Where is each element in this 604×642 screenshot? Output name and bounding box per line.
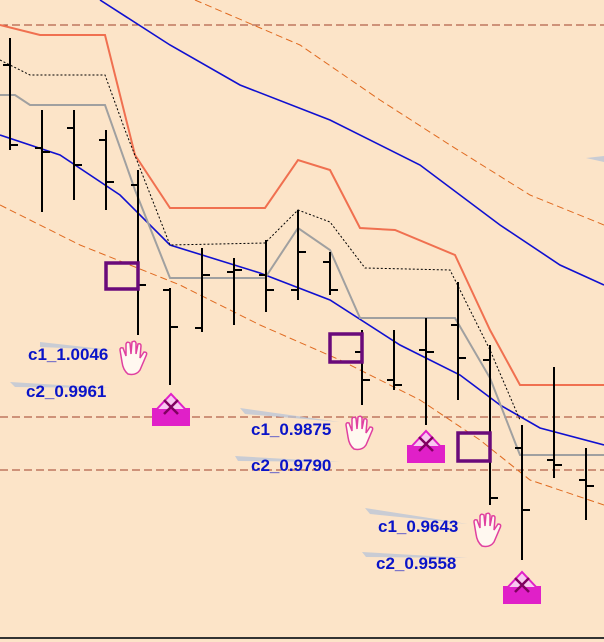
signal-boxes xyxy=(104,261,492,463)
c2-label: c2_0.9790 xyxy=(251,456,331,475)
swoosh xyxy=(40,342,112,350)
c1-label: c1_0.9643 xyxy=(378,517,458,536)
bar xyxy=(3,38,18,150)
bar xyxy=(419,318,434,425)
channel-high xyxy=(0,24,604,386)
channel-mid xyxy=(0,59,521,421)
c1-label: c1_1.0046 xyxy=(28,345,108,364)
hand-icon xyxy=(345,415,374,451)
bar xyxy=(35,110,50,212)
hand-icon xyxy=(473,512,502,548)
c2-label: c2_0.9961 xyxy=(26,382,106,401)
swoosh xyxy=(586,156,604,162)
labels: c1_1.0046 c2_0.9961 c1_0.9875 c2_0.9790 … xyxy=(26,345,458,573)
house-icon xyxy=(407,429,445,463)
hand-icon xyxy=(119,340,148,376)
bar xyxy=(195,248,210,332)
bar xyxy=(291,210,306,300)
c2-label: c2_0.9558 xyxy=(376,554,456,573)
bar xyxy=(323,252,338,295)
c1-label: c1_0.9875 xyxy=(251,420,331,439)
house-icon xyxy=(503,570,541,604)
bar xyxy=(99,130,114,210)
swoosh xyxy=(240,408,340,422)
bar xyxy=(483,345,498,505)
envelope-upper xyxy=(194,0,604,226)
bar xyxy=(259,240,274,312)
ma-line xyxy=(0,134,604,446)
signal-box xyxy=(456,431,492,463)
house-icons xyxy=(152,392,541,604)
indicators xyxy=(0,0,604,506)
bar xyxy=(515,425,530,560)
label-swooshes xyxy=(10,156,604,558)
signal-box xyxy=(104,261,140,291)
price-bars xyxy=(3,38,594,560)
bar xyxy=(451,282,466,400)
bar xyxy=(579,448,594,520)
bar xyxy=(163,288,178,385)
bar xyxy=(547,367,562,478)
ma-upper xyxy=(99,0,604,286)
house-icon xyxy=(152,392,190,426)
channel-low xyxy=(0,94,604,456)
swoosh xyxy=(235,456,340,462)
swoosh xyxy=(362,552,468,558)
bar xyxy=(67,110,82,200)
swoosh xyxy=(10,382,110,388)
hand-icons xyxy=(119,340,502,548)
envelope-lower xyxy=(0,204,604,506)
bar xyxy=(227,258,242,325)
bar xyxy=(387,330,402,390)
swoosh xyxy=(365,508,468,524)
signal-box xyxy=(328,332,364,364)
